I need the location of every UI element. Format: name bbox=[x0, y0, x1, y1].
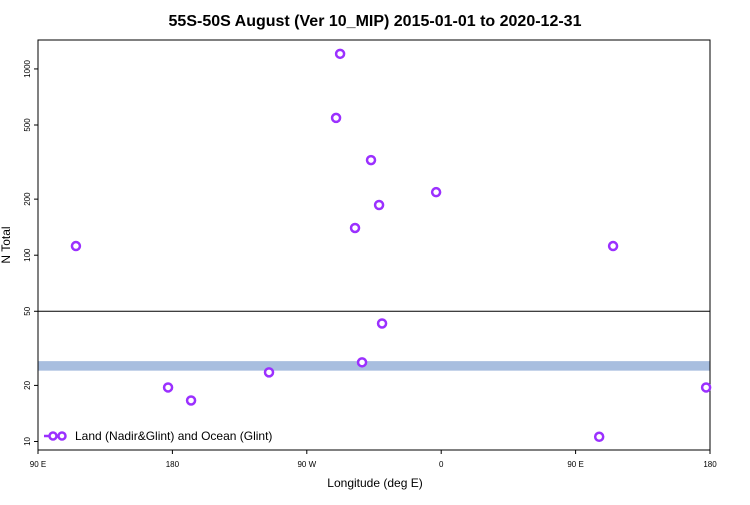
point bbox=[430, 186, 442, 198]
x-tick-label: 90 E bbox=[567, 460, 583, 469]
y-tick-label: 10 bbox=[23, 436, 32, 445]
y-tick-label: 500 bbox=[23, 118, 32, 132]
x-tick-label: 90 E bbox=[30, 460, 46, 469]
legend-label: Land (Nadir&Glint) and Ocean (Glint) bbox=[75, 429, 272, 443]
point bbox=[607, 240, 619, 252]
point bbox=[356, 357, 368, 368]
x-tick-label: 90 W bbox=[297, 460, 316, 469]
x-axis-label: Longitude (deg E) bbox=[327, 476, 422, 490]
x-tick-label: 180 bbox=[703, 460, 717, 469]
y-tick-label: 200 bbox=[23, 192, 32, 206]
chart-title: 55S-50S August (Ver 10_MIP) 2015-01-01 t… bbox=[169, 13, 582, 30]
point bbox=[263, 367, 275, 378]
point bbox=[365, 154, 377, 166]
y-axis-label: N Total bbox=[0, 226, 13, 263]
point bbox=[700, 382, 712, 393]
point bbox=[334, 48, 346, 60]
point bbox=[330, 112, 342, 124]
point bbox=[373, 199, 385, 211]
plot-frame bbox=[37, 39, 711, 451]
point bbox=[376, 318, 388, 329]
legend-marker bbox=[57, 431, 67, 441]
y-tick-label: 50 bbox=[23, 306, 32, 315]
legend-marker bbox=[48, 431, 58, 441]
point bbox=[162, 382, 174, 393]
y-band bbox=[38, 361, 710, 371]
y-tick-label: 1000 bbox=[23, 59, 32, 77]
x-tick-label: 0 bbox=[439, 460, 444, 469]
y-tick-label: 20 bbox=[23, 380, 32, 389]
point bbox=[70, 240, 82, 252]
point bbox=[185, 395, 197, 406]
point bbox=[349, 222, 361, 234]
y-tick-label: 100 bbox=[23, 248, 32, 262]
x-tick-label: 180 bbox=[166, 460, 180, 469]
point bbox=[593, 431, 605, 443]
